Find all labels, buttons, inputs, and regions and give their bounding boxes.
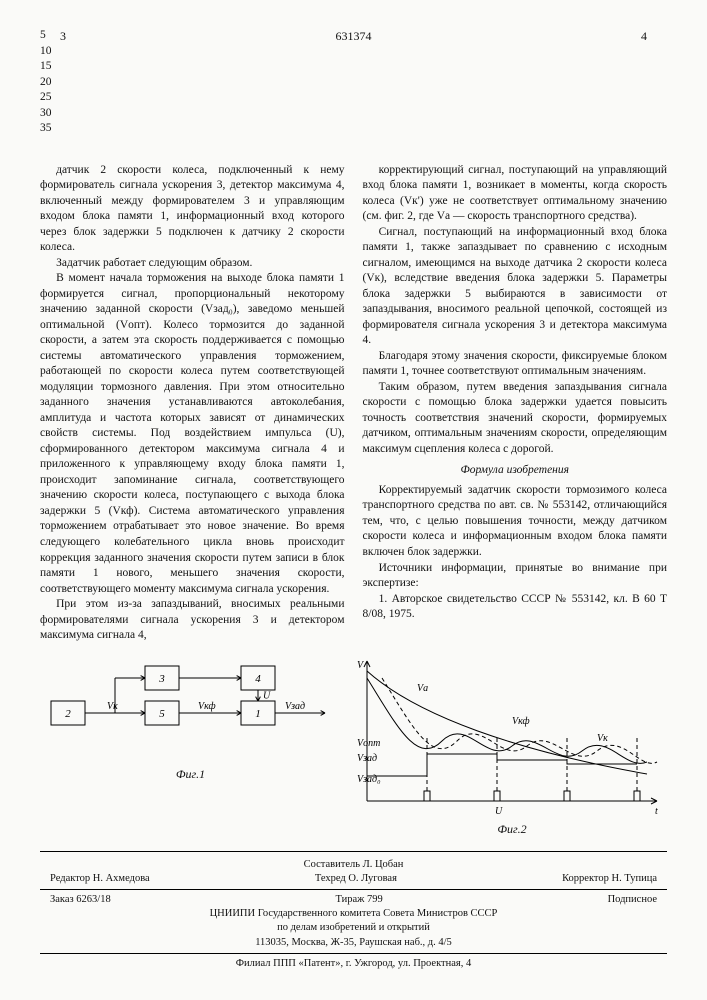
l-p4: При этом из-за запаздываний, вносимых ре… [40,597,345,644]
svg-text:Vзад₀: Vзад₀ [357,774,381,785]
fig1-caption: Фиг.1 [176,767,205,781]
svg-text:Vзад: Vзад [357,753,377,764]
r-p6: Источники информации, принятые во вниман… [363,561,668,592]
line-numbers: 5 10 15 20 25 30 35 [40,28,667,137]
footer-row1: Редактор Н. Ахмедова Техред О. Луговая К… [40,872,667,886]
footer-editor: Редактор Н. Ахмедова [50,872,150,886]
l-p3: В момент начала торможения на выходе бло… [40,271,345,597]
footer-corrector: Корректор Н. Тупица [562,872,657,886]
footer-row2: Заказ 6263/18 Тираж 799 Подписное [40,893,667,907]
footer-org2: по делам изобретений и открытий [40,921,667,935]
doc-number: 631374 [0,28,707,44]
svg-text:U: U [495,806,503,817]
footer-addr2: Филиал ППП «Патент», г. Ужгород, ул. Про… [40,957,667,971]
fig2-wrap: Vt Vа Vк Vкф Vопт Vзад Vзад₀ U Фиг.2 [357,656,667,837]
fig2-caption: Фиг.2 [497,822,526,836]
r-p5: Корректируемый задатчик скорости тормози… [363,483,668,561]
svg-text:Vкф: Vкф [198,701,216,712]
footer-org1: ЦНИИПИ Государственного комитета Совета … [40,907,667,921]
fig2-svg: Vt Vа Vк Vкф Vопт Vзад Vзад₀ U [357,656,667,821]
svg-text:Vзад: Vзад [285,701,305,712]
footer: Составитель Л. Цобан Редактор Н. Ахмедов… [40,851,667,971]
svg-text:Vкф: Vкф [512,716,530,727]
svg-text:4: 4 [255,673,261,685]
page: { "header": { "left_pagenum": "3", "righ… [0,0,707,1000]
footer-compiler: Составитель Л. Цобан [40,858,667,872]
svg-text:Vа: Vа [417,683,428,694]
footer-techred: Техред О. Луговая [315,872,397,886]
r-p7: 1. Авторское свидетельство СССР № 553142… [363,592,668,623]
svg-text:Vопт: Vопт [357,738,380,749]
svg-text:5: 5 [159,708,165,720]
svg-text:V: V [357,660,365,671]
figures-row: 23451VкUVкфVзад Фиг.1 VtVаVкVкфVоптVзадV… [40,656,667,837]
fig1-svg: 2 3 4 5 1 Vк U Vкф Vзад [41,656,341,766]
fig1-wrap: 2 3 4 5 1 Vк U Vкф Vзад Фиг.1 [40,656,341,837]
footer-order: Заказ 6263/18 [50,893,111,907]
r-p1: корректирующий сигнал, поступающий на уп… [363,163,668,225]
r-p3: Благодаря этому значения скорости, фикси… [363,349,668,380]
l-p2: Задатчик работает следующим образом. [40,256,345,272]
left-column: датчик 2 скорости колеса, подключенный к… [40,163,345,644]
r-p2: Сигнал, поступающий на информационный вх… [363,225,668,349]
svg-text:U: U [263,690,271,701]
svg-text:3: 3 [158,673,165,685]
svg-text:1: 1 [255,708,261,720]
svg-text:Vк: Vк [107,701,118,712]
formula-title: Формула изобретения [363,463,668,479]
l-p1: датчик 2 скорости колеса, подключенный к… [40,163,345,256]
svg-text:Vк: Vк [597,733,608,744]
body-columns: датчик 2 скорости колеса, подключенный к… [40,163,667,644]
svg-text:2: 2 [65,708,71,720]
r-p4: Таким образом, путем введения запаздыван… [363,380,668,458]
footer-subscription: Подписное [608,893,657,907]
footer-addr1: 113035, Москва, Ж-35, Раушская наб., д. … [40,936,667,950]
svg-text:t: t [655,806,658,817]
right-column: корректирующий сигнал, поступающий на уп… [363,163,668,644]
footer-tirage: Тираж 799 [335,893,382,907]
